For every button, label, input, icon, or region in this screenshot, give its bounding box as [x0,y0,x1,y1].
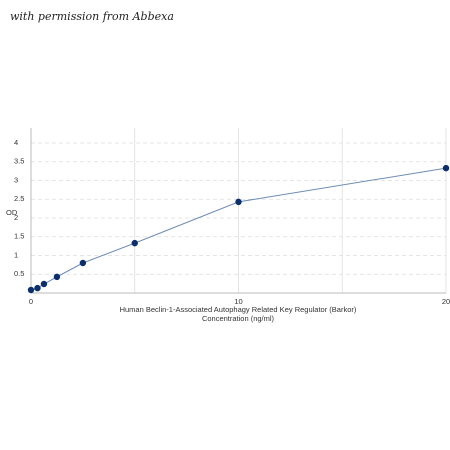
y-tick-label: 2 [14,213,18,222]
data-point [40,280,48,288]
x-axis-label: Concentration (ng/ml) [202,314,275,323]
data-point [27,286,35,294]
y-tick-label: 2.5 [14,194,24,203]
data-point [53,273,61,281]
y-tick-label: 3 [14,175,18,184]
x-tick-label: 0 [29,297,33,306]
x-axis-label: Human Beclin-1-Associated Autophagy Rela… [120,305,357,314]
y-tick-label: 4 [14,138,18,147]
y-tick-label: 1 [14,250,18,259]
y-tick-label: 1.5 [14,232,24,241]
y-tick-label: 3.5 [14,157,24,166]
y-axis-label: OD [6,208,18,217]
x-tick-label: 10 [234,297,242,306]
y-tick-label: 0.5 [14,269,24,278]
data-point [79,259,87,267]
watermark: with permission from Abbexa [10,10,174,23]
x-tick-label: 20 [442,297,450,306]
data-point [131,239,138,247]
data-point [34,284,41,292]
data-point [235,198,242,206]
data-point [442,164,450,172]
